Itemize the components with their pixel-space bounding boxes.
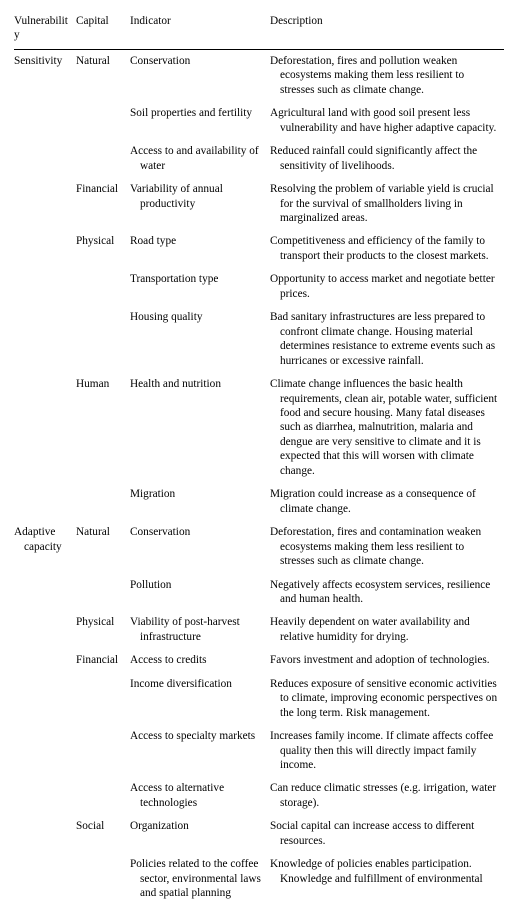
- cell-description: Increases family income. If climate affe…: [270, 725, 504, 777]
- cell-description: Favors investment and adoption of techno…: [270, 649, 504, 672]
- cell-vulnerability: [14, 574, 76, 612]
- cell-capital: [76, 574, 130, 612]
- cell-indicator: Transportation type: [130, 268, 270, 306]
- cell-indicator: Organization: [130, 815, 270, 853]
- cell-vulnerability: [14, 178, 76, 230]
- table-row: MigrationMigration could increase as a c…: [14, 483, 504, 521]
- cell-vulnerability: [14, 140, 76, 178]
- table-row: FinancialAccess to creditsFavors investm…: [14, 649, 504, 672]
- table-row: Soil properties and fertilityAgricultura…: [14, 102, 504, 140]
- table-row: FinancialVariability of annual productiv…: [14, 178, 504, 230]
- cell-capital: [76, 102, 130, 140]
- cell-capital: [76, 777, 130, 815]
- cell-vulnerability: [14, 649, 76, 672]
- cell-vulnerability: [14, 230, 76, 268]
- table-row: PhysicalViability of post-harvest infras…: [14, 611, 504, 649]
- cell-capital: Natural: [76, 521, 130, 573]
- cell-description: Resolving the problem of variable yield …: [270, 178, 504, 230]
- table-row: PhysicalRoad typeCompetitiveness and eff…: [14, 230, 504, 268]
- cell-description: Reduced rainfall could significantly aff…: [270, 140, 504, 178]
- cell-indicator: Health and nutrition: [130, 373, 270, 483]
- table-row: Access to specialty marketsIncreases fam…: [14, 725, 504, 777]
- cell-indicator: Pollution: [130, 574, 270, 612]
- cell-indicator: Viability of post-harvest infrastructure: [130, 611, 270, 649]
- table-row: Policies related to the coffee sector, e…: [14, 853, 504, 905]
- cell-indicator: Access to specialty markets: [130, 725, 270, 777]
- table-row: Income diversificationReduces exposure o…: [14, 673, 504, 725]
- table-row: SensitivityNaturalConservationDeforestat…: [14, 49, 504, 102]
- table-row: Housing qualityBad sanitary infrastructu…: [14, 306, 504, 373]
- cell-description: Opportunity to access market and negotia…: [270, 268, 504, 306]
- col-description: Description: [270, 10, 504, 49]
- cell-description: Deforestation, fires and pollution weake…: [270, 49, 504, 102]
- cell-capital: Physical: [76, 230, 130, 268]
- cell-capital: Social: [76, 815, 130, 853]
- cell-capital: [76, 140, 130, 178]
- cell-vulnerability: [14, 673, 76, 725]
- cell-vulnerability: [14, 483, 76, 521]
- cell-indicator: Policies related to the coffee sector, e…: [130, 853, 270, 905]
- cell-capital: [76, 483, 130, 521]
- cell-vulnerability: [14, 777, 76, 815]
- cell-description: Migration could increase as a consequenc…: [270, 483, 504, 521]
- cell-vulnerability: Adaptive capacity: [14, 521, 76, 573]
- cell-indicator: Housing quality: [130, 306, 270, 373]
- cell-description: Climate change influences the basic heal…: [270, 373, 504, 483]
- cell-indicator: Conservation: [130, 49, 270, 102]
- cell-description: Knowledge of policies enables participat…: [270, 853, 504, 905]
- cell-vulnerability: [14, 611, 76, 649]
- cell-description: Social capital can increase access to di…: [270, 815, 504, 853]
- cell-description: Negatively affects ecosystem services, r…: [270, 574, 504, 612]
- cell-description: Heavily dependent on water availability …: [270, 611, 504, 649]
- table-row: Access to and availability of waterReduc…: [14, 140, 504, 178]
- cell-description: Can reduce climatic stresses (e.g. irrig…: [270, 777, 504, 815]
- cell-capital: Financial: [76, 178, 130, 230]
- cell-capital: Natural: [76, 49, 130, 102]
- cell-vulnerability: [14, 373, 76, 483]
- cell-indicator: Road type: [130, 230, 270, 268]
- table-header-row: Vulnerability Capital Indicator Descript…: [14, 10, 504, 49]
- cell-capital: Human: [76, 373, 130, 483]
- cell-capital: [76, 725, 130, 777]
- cell-indicator: Access to credits: [130, 649, 270, 672]
- cell-vulnerability: [14, 102, 76, 140]
- cell-vulnerability: Sensitivity: [14, 49, 76, 102]
- table-row: Transportation typeOpportunity to access…: [14, 268, 504, 306]
- table-row: SocialOrganizationSocial capital can inc…: [14, 815, 504, 853]
- cell-capital: [76, 673, 130, 725]
- col-capital: Capital: [76, 10, 130, 49]
- cell-description: Deforestation, fires and contamination w…: [270, 521, 504, 573]
- table-row: Access to alternative technologiesCan re…: [14, 777, 504, 815]
- cell-capital: [76, 306, 130, 373]
- cell-vulnerability: [14, 853, 76, 905]
- cell-indicator: Conservation: [130, 521, 270, 573]
- cell-vulnerability: [14, 815, 76, 853]
- cell-description: Agricultural land with good soil present…: [270, 102, 504, 140]
- cell-indicator: Soil properties and fertility: [130, 102, 270, 140]
- cell-vulnerability: [14, 306, 76, 373]
- cell-capital: [76, 853, 130, 905]
- table-row: Adaptive capacityNaturalConservationDefo…: [14, 521, 504, 573]
- cell-description: Competitiveness and efficiency of the fa…: [270, 230, 504, 268]
- cell-indicator: Variability of annual productivity: [130, 178, 270, 230]
- cell-vulnerability: [14, 268, 76, 306]
- table-row: HumanHealth and nutritionClimate change …: [14, 373, 504, 483]
- vulnerability-table: Vulnerability Capital Indicator Descript…: [14, 10, 504, 906]
- cell-description: Reduces exposure of sensitive economic a…: [270, 673, 504, 725]
- cell-indicator: Income diversification: [130, 673, 270, 725]
- cell-vulnerability: [14, 725, 76, 777]
- cell-indicator: Access to alternative technologies: [130, 777, 270, 815]
- cell-description: Bad sanitary infrastructures are less pr…: [270, 306, 504, 373]
- cell-capital: Financial: [76, 649, 130, 672]
- cell-capital: Physical: [76, 611, 130, 649]
- table-row: PollutionNegatively affects ecosystem se…: [14, 574, 504, 612]
- cell-indicator: Migration: [130, 483, 270, 521]
- col-vulnerability: Vulnerability: [14, 10, 76, 49]
- cell-capital: [76, 268, 130, 306]
- col-indicator: Indicator: [130, 10, 270, 49]
- cell-indicator: Access to and availability of water: [130, 140, 270, 178]
